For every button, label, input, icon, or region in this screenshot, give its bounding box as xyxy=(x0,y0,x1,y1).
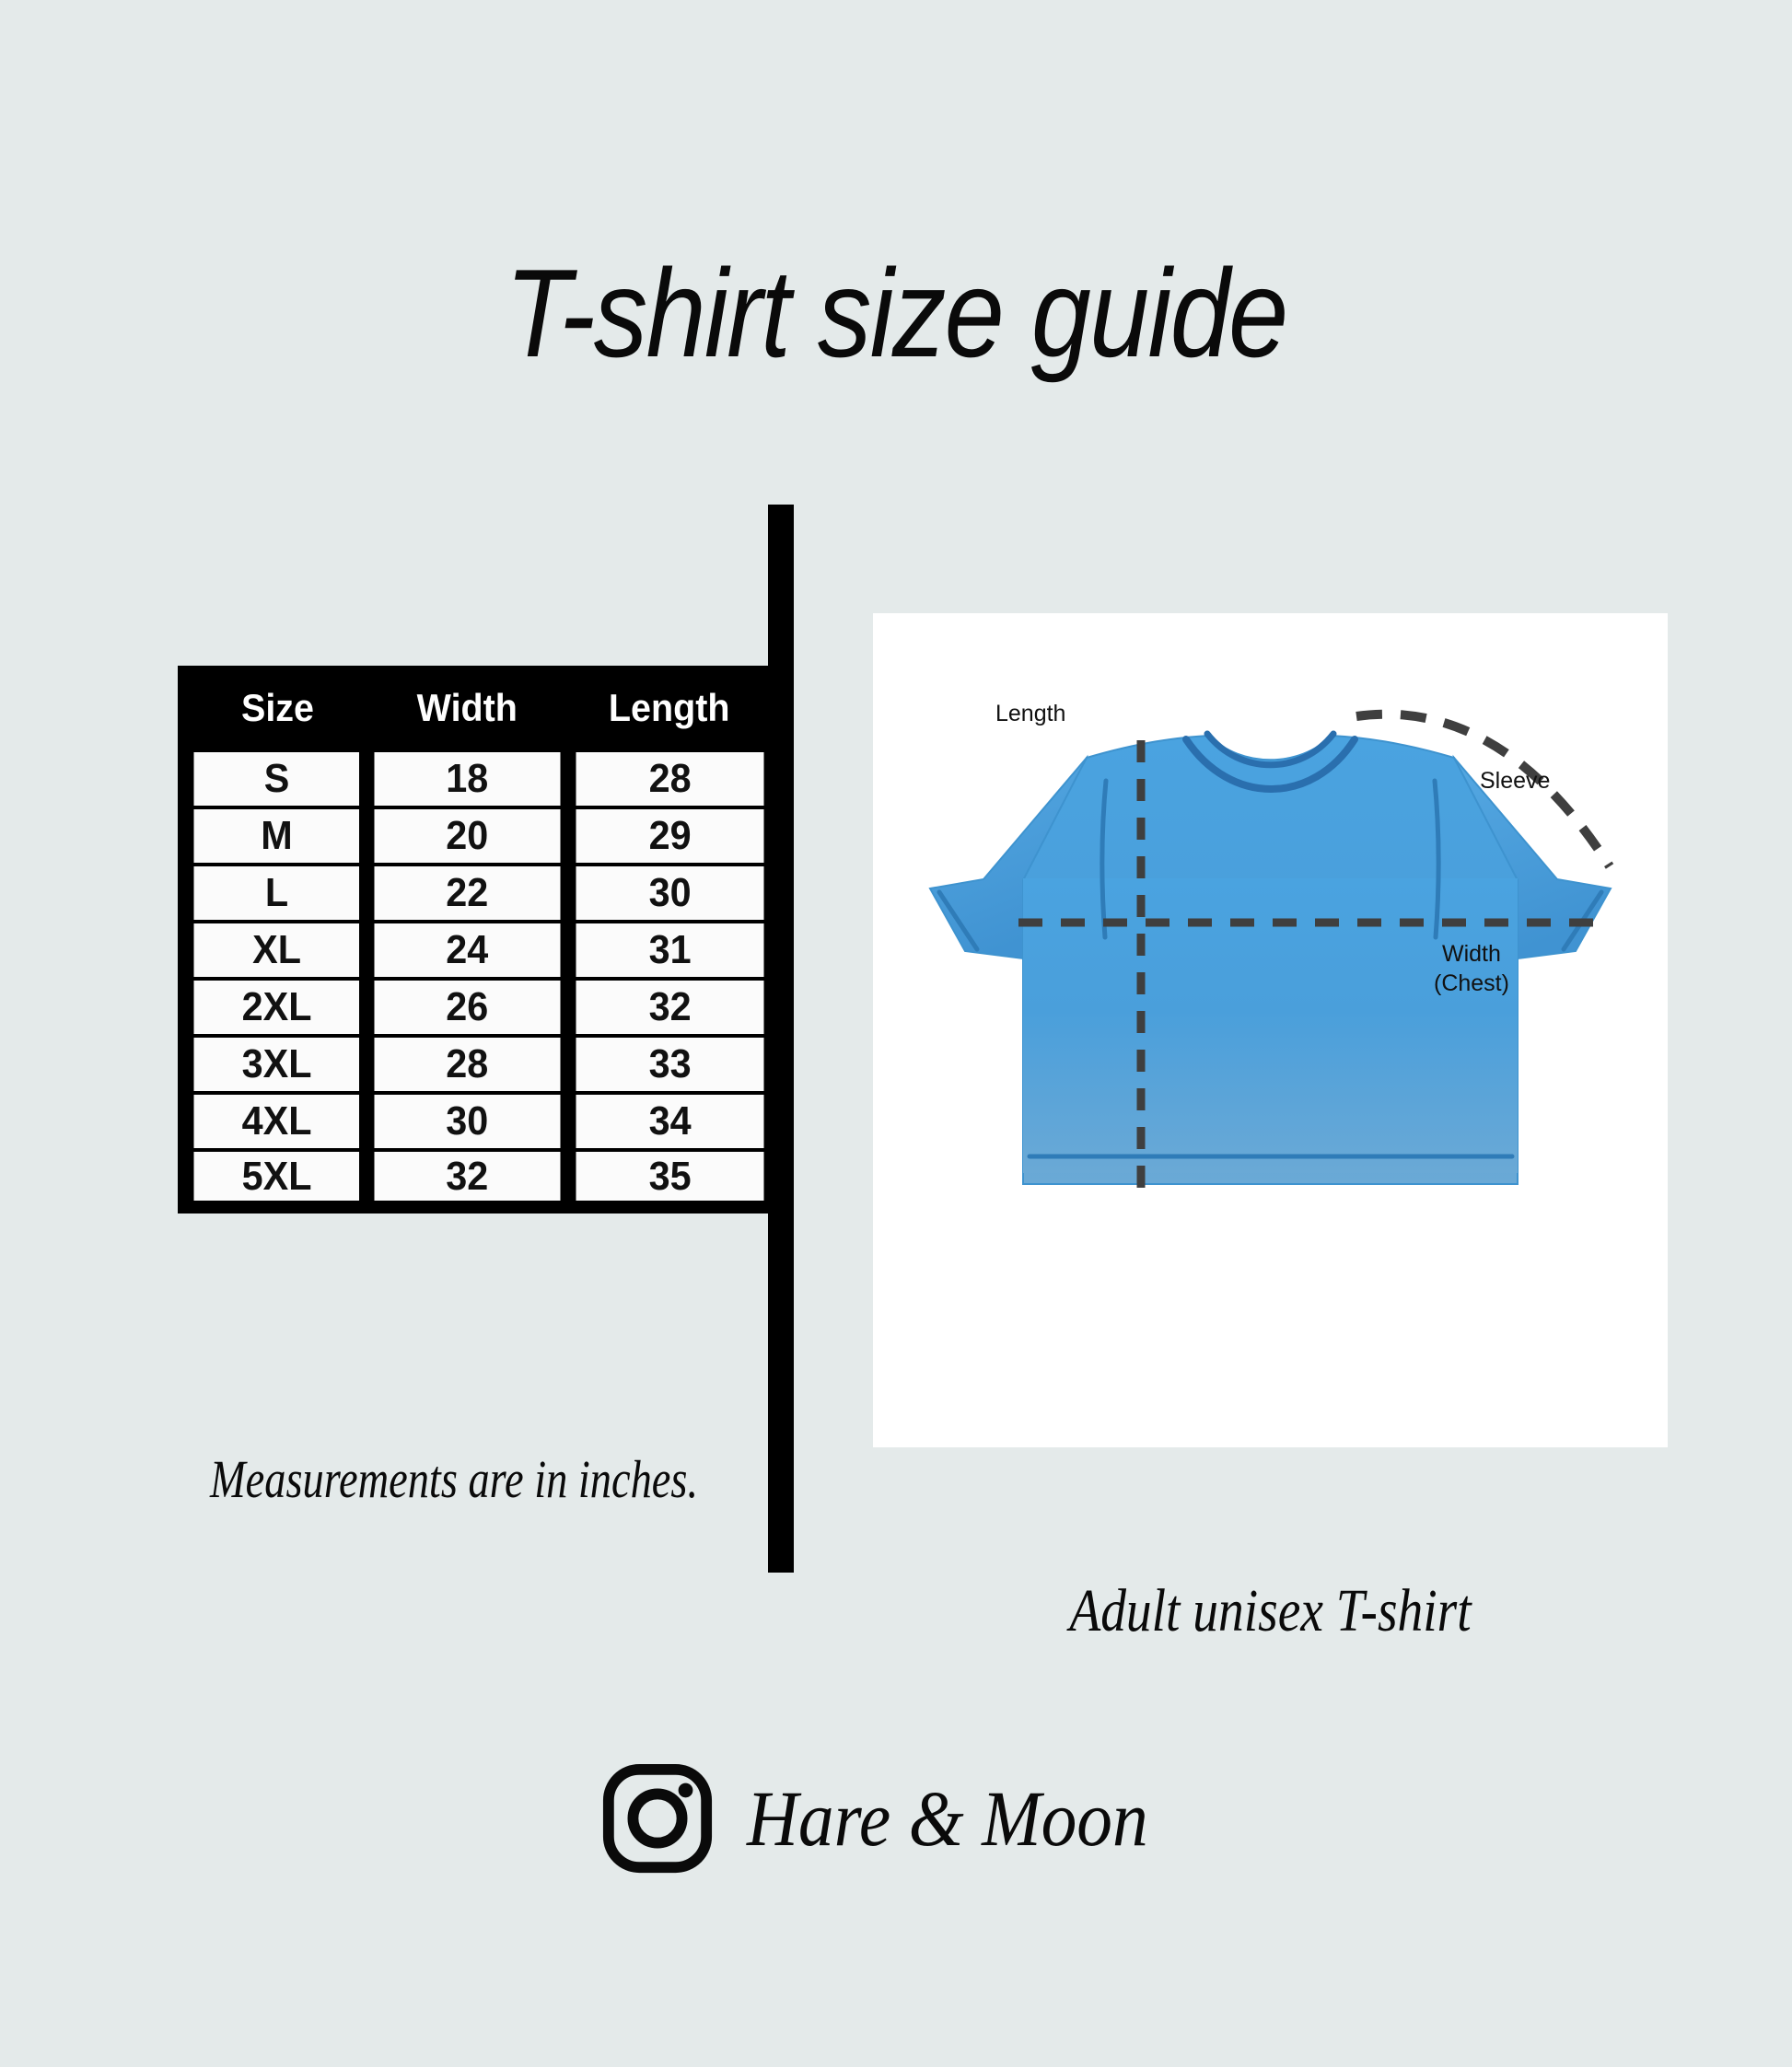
size-table-container: Size Width Length S 18 28 M 20 29 L 22 3… xyxy=(178,666,781,1213)
cell-width: 18 xyxy=(371,749,564,809)
right-shoulder-seam xyxy=(1432,778,1441,940)
table-row: S 18 28 xyxy=(183,749,775,809)
table-row: M 20 29 xyxy=(183,806,775,866)
tshirt-shape xyxy=(928,730,1612,1185)
brand-footer: Hare & Moon xyxy=(0,1760,1792,1876)
cell-length: 32 xyxy=(572,977,772,1038)
tshirt-diagram-svg: Length Sleeve Width (Chest) xyxy=(928,701,1614,1189)
cell-width: 20 xyxy=(371,806,564,866)
cell-width: 32 xyxy=(371,1148,564,1209)
table-row: XL 24 31 xyxy=(183,920,775,981)
cell-size: XL xyxy=(187,920,364,981)
table-row: 2XL 26 32 xyxy=(183,977,775,1038)
table-row: L 22 30 xyxy=(183,863,775,923)
sleeve-measure-line xyxy=(1356,709,1614,869)
table-row: 4XL 30 34 xyxy=(183,1091,775,1152)
cell-length: 28 xyxy=(572,749,772,809)
cell-length: 31 xyxy=(572,920,772,981)
label-width: Width xyxy=(1442,941,1501,967)
cell-size: L xyxy=(187,863,364,923)
column-header-size: Size xyxy=(188,666,362,750)
label-sleeve: Sleeve xyxy=(1480,768,1550,794)
size-table-header: Size Width Length xyxy=(183,666,775,750)
label-length: Length xyxy=(995,701,1065,726)
cell-size: 4XL xyxy=(187,1091,364,1152)
cell-length: 30 xyxy=(572,863,772,923)
table-row: 5XL 32 35 xyxy=(183,1148,775,1209)
size-table-body: S 18 28 M 20 29 L 22 30 XL 24 31 2XL 26 xyxy=(183,749,775,1209)
cell-width: 28 xyxy=(371,1034,564,1095)
instagram-icon[interactable] xyxy=(599,1760,716,1876)
cell-length: 35 xyxy=(572,1148,772,1209)
measurement-note: Measurements are in inches. xyxy=(210,1449,699,1509)
tshirt-diagram-panel: Length Sleeve Width (Chest) xyxy=(873,613,1668,1447)
cell-width: 30 xyxy=(371,1091,564,1152)
table-row: 3XL 28 33 xyxy=(183,1034,775,1095)
cell-length: 34 xyxy=(572,1091,772,1152)
cell-width: 22 xyxy=(371,863,564,923)
label-width-chest: (Chest) xyxy=(1434,970,1509,996)
cell-length: 29 xyxy=(572,806,772,866)
cell-width: 24 xyxy=(371,920,564,981)
cell-width: 26 xyxy=(371,977,564,1038)
brand-name: Hare & Moon xyxy=(746,1774,1148,1863)
tshirt-body-block xyxy=(1023,878,1518,1173)
collar-outer xyxy=(1182,736,1358,793)
left-cuff-seam xyxy=(937,889,980,952)
cell-size: 5XL xyxy=(187,1148,364,1209)
diagram-caption: Adult unisex T-shirt xyxy=(1069,1577,1472,1644)
cell-size: S xyxy=(187,749,364,809)
size-table: Size Width Length S 18 28 M 20 29 L 22 3… xyxy=(178,666,781,1213)
page-title: T-shirt size guide xyxy=(505,243,1289,383)
cell-size: 2XL xyxy=(187,977,364,1038)
table-header-row: Size Width Length xyxy=(183,666,775,750)
collar-inner xyxy=(1204,730,1337,769)
cell-length: 33 xyxy=(572,1034,772,1095)
column-header-width: Width xyxy=(372,666,563,750)
cell-size: M xyxy=(187,806,364,866)
column-header-length: Length xyxy=(574,666,770,750)
cell-size: 3XL xyxy=(187,1034,364,1095)
